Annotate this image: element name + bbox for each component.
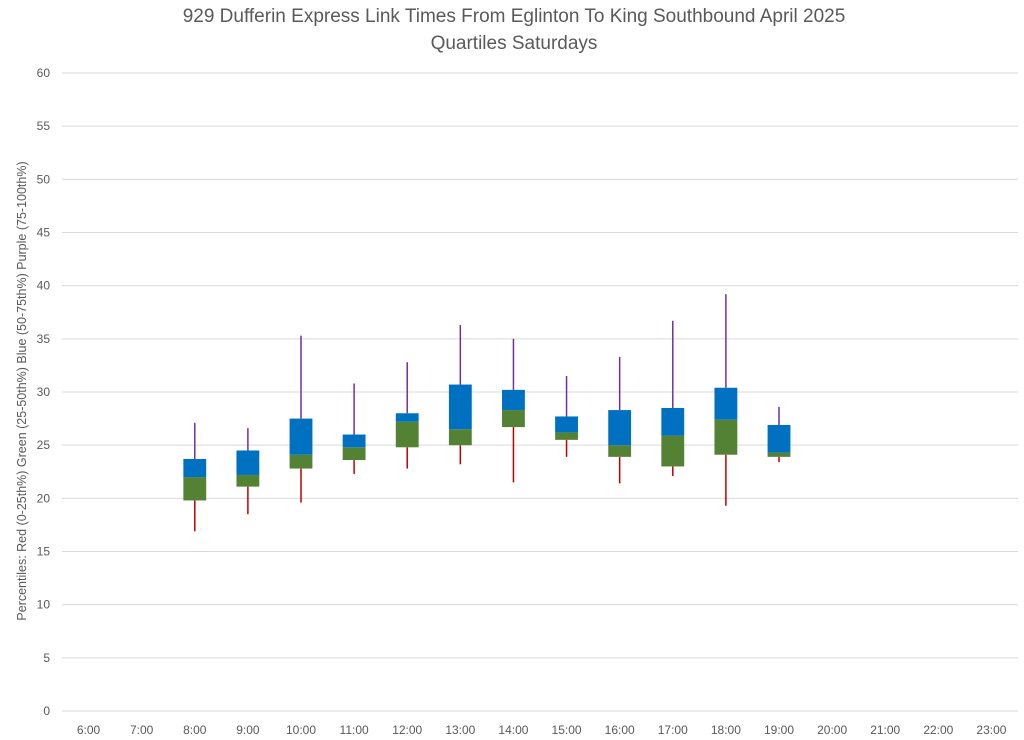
y-tick-label: 35 [37, 332, 51, 346]
x-tick-label: 11:00 [340, 723, 369, 737]
box-1600 [608, 356, 632, 484]
y-tick-label: 25 [37, 438, 51, 452]
box-1200 [395, 362, 419, 469]
y-tick-label: 15 [37, 545, 51, 559]
x-tick-label: 8:00 [183, 723, 207, 737]
gridlines [62, 72, 1018, 712]
upper-box [395, 413, 419, 422]
x-tick-label: 6:00 [77, 723, 101, 737]
x-tick-label: 12:00 [392, 723, 422, 737]
x-tick-label: 10:00 [286, 723, 316, 737]
y-tick-label: 40 [37, 279, 51, 293]
upper-box [183, 458, 207, 478]
lower-box [555, 432, 578, 440]
y-tick-label: 60 [37, 66, 51, 80]
box-1900 [767, 406, 791, 463]
box-series [183, 294, 791, 532]
lower-box [767, 452, 791, 457]
upper-box [767, 424, 791, 453]
y-axis-label: Percentiles: Red (0-25th%) Green (25-50t… [15, 161, 29, 620]
x-tick-label: 17:00 [658, 723, 688, 737]
box-1800 [714, 294, 738, 506]
lower-box [395, 421, 419, 448]
y-tick-label: 0 [43, 704, 50, 718]
lower-box [714, 419, 738, 455]
x-tick-label: 15:00 [552, 723, 582, 737]
chart-title: 929 Dufferin Express Link Times From Egl… [183, 6, 846, 27]
lower-box [183, 477, 207, 501]
y-tick-label: 45 [37, 226, 51, 240]
box-800 [183, 422, 207, 532]
x-axis-ticks: 6:00 7:00 8:00 9:00 10:00 11:00 12:00 13:00 14:0… [77, 723, 1007, 737]
box-1100 [342, 383, 366, 474]
lower-box [502, 410, 525, 428]
box-1300 [448, 325, 472, 465]
lower-box [608, 445, 632, 457]
lower-box [236, 474, 260, 487]
y-tick-label: 30 [37, 385, 51, 399]
lower-box [342, 447, 366, 461]
box-1400 [502, 338, 525, 483]
upper-box [448, 384, 472, 430]
x-tick-label: 7:00 [130, 723, 154, 737]
x-tick-label: 9:00 [236, 723, 260, 737]
x-tick-label: 23:00 [976, 723, 1006, 737]
y-tick-label: 10 [37, 598, 51, 612]
y-axis-ticks: 0 5 10 15 20 25 30 35 40 45 50 55 60 [37, 66, 51, 718]
lower-box [289, 454, 313, 469]
upper-box [342, 434, 366, 448]
x-tick-label: 13:00 [445, 723, 475, 737]
box-1000 [289, 335, 313, 503]
upper-box [714, 387, 738, 420]
upper-box [608, 410, 632, 446]
x-tick-label: 14:00 [498, 723, 528, 737]
x-tick-label: 21:00 [870, 723, 900, 737]
y-tick-label: 5 [43, 651, 50, 665]
y-tick-label: 50 [37, 172, 51, 186]
x-tick-label: 18:00 [711, 723, 741, 737]
chart-subtitle: Quartiles Saturdays [431, 33, 598, 54]
y-tick-label: 55 [37, 119, 51, 133]
x-tick-label: 22:00 [923, 723, 953, 737]
upper-box [555, 416, 578, 433]
box-900 [236, 428, 260, 515]
lower-box [448, 429, 472, 446]
x-tick-label: 20:00 [817, 723, 847, 737]
box-1700 [661, 320, 685, 477]
x-tick-label: 16:00 [605, 723, 635, 737]
box-1500 [555, 376, 578, 457]
upper-box [502, 389, 525, 411]
y-tick-label: 20 [37, 491, 51, 505]
x-tick-label: 19:00 [764, 723, 794, 737]
upper-box [289, 418, 313, 455]
lower-box [661, 435, 685, 467]
upper-box [661, 407, 685, 436]
upper-box [236, 450, 260, 475]
